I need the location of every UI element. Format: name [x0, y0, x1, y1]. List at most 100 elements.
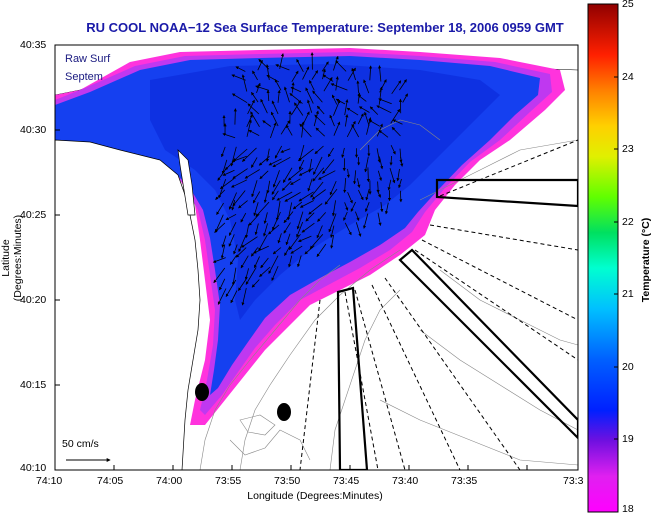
x-tick-label: 73:55: [215, 475, 242, 487]
current-vector-arrow: [285, 124, 293, 136]
current-vector-arrow: [351, 124, 360, 138]
map-title: RU COOL NOAA−12 Sea Surface Temperature:…: [86, 20, 564, 35]
current-vector-arrow: [251, 180, 258, 198]
current-vector-arrow: [310, 181, 324, 198]
y-tick-label: 40:15: [20, 379, 47, 391]
current-vector-arrow: [231, 179, 248, 188]
transect-dashed-lines: [299, 139, 578, 470]
current-vector-arrow: [241, 74, 248, 92]
current-vector-arrow: [298, 191, 314, 202]
current-vector-arrow: [254, 223, 259, 236]
current-vector-arrow: [324, 188, 338, 205]
current-vector-arrow: [356, 80, 360, 93]
current-vector-arrow: [357, 92, 361, 104]
current-vector-arrow: [275, 64, 290, 71]
current-vector-arrow: [272, 190, 279, 201]
current-vector-arrow: [350, 201, 356, 212]
current-vector-arrow: [335, 60, 347, 72]
current-vector-arrow: [357, 94, 367, 102]
current-vector-arrow: [316, 105, 325, 115]
colorbar-tick-label: 20: [622, 361, 634, 373]
current-vector-arrow: [311, 70, 319, 80]
x-tick-label: 73:35: [451, 475, 478, 487]
current-vector-arrow: [251, 91, 259, 103]
current-vector-arrow: [347, 192, 353, 204]
current-vector-arrow: [235, 247, 247, 258]
current-vector-arrow: [353, 170, 357, 185]
current-vector-arrow: [220, 244, 226, 259]
colorbar-tick-label: 18: [622, 503, 634, 515]
current-vector-arrow: [271, 100, 279, 115]
current-vector-arrow: [376, 148, 381, 163]
scale-label: 50 cm/s: [62, 438, 99, 450]
current-vector-arrow: [376, 189, 381, 198]
current-vector-arrow: [369, 106, 379, 115]
current-vector-arrow: [358, 189, 364, 201]
current-vector-arrow: [316, 225, 323, 239]
current-vector-arrow: [318, 170, 336, 180]
current-vector-arrow: [400, 156, 404, 167]
current-vector-arrow: [266, 180, 271, 194]
current-vector-arrow: [376, 105, 392, 114]
current-vector-arrow: [365, 202, 370, 212]
current-vector-arrow: [254, 256, 260, 269]
current-vector-arrow: [280, 148, 291, 153]
x-tick-label: 73:50: [274, 475, 301, 487]
current-vector-arrow: [222, 133, 236, 139]
current-vector-arrow: [363, 79, 370, 94]
current-vector-arrow: [378, 86, 383, 105]
current-vector-arrow: [391, 80, 402, 95]
overlay-text-line1: Raw Surf: [65, 53, 111, 65]
current-vector-arrow: [217, 288, 227, 305]
current-vector-arrow: [228, 192, 237, 210]
current-vector-arrow: [274, 145, 283, 159]
current-vector-arrow: [322, 74, 334, 82]
current-vector-arrow: [240, 255, 249, 269]
current-vector-arrow: [251, 157, 258, 168]
current-vector-arrow: [267, 224, 280, 235]
land-sandy-hook: [177, 149, 196, 216]
current-vector-arrow: [222, 169, 235, 176]
current-vector-arrow: [289, 93, 303, 104]
current-vector-arrow: [268, 255, 279, 274]
colorbar-tick-label: 21: [622, 288, 634, 300]
current-vector-arrow: [270, 111, 279, 127]
y-tick-label: 40:30: [20, 124, 47, 136]
current-vector-arrow: [232, 190, 246, 207]
current-vector-arrow: [313, 156, 323, 175]
current-vector-arrow: [376, 181, 380, 194]
current-vector-arrow: [255, 201, 270, 217]
current-vector-arrow: [266, 89, 270, 102]
current-vector-arrow: [377, 170, 382, 182]
current-vector-arrow: [399, 79, 407, 91]
current-vector-arrow: [238, 235, 247, 253]
current-vector-arrow: [357, 113, 364, 125]
current-vector-arrow: [390, 145, 396, 155]
current-vector-arrow: [378, 65, 382, 82]
current-vector-arrow: [399, 190, 403, 203]
current-vector-arrow: [294, 102, 304, 116]
current-vector-arrow: [272, 211, 281, 231]
y-tick-label: 40:35: [20, 39, 47, 51]
current-vector-arrow: [241, 288, 247, 306]
current-vector-arrow: [247, 103, 260, 115]
current-vector-arrow: [305, 87, 314, 104]
current-vector-arrow: [231, 93, 248, 104]
current-vector-arrow: [259, 266, 271, 277]
current-vector-arrow: [301, 121, 305, 138]
current-vector-arrow: [290, 86, 302, 93]
current-vector-arrow: [290, 245, 303, 254]
current-vector-arrow: [368, 119, 380, 127]
current-vector-arrow: [308, 203, 323, 215]
current-vector-arrow: [260, 98, 268, 114]
colorbar-tick-label: 19: [622, 433, 634, 445]
current-vector-arrow: [368, 65, 373, 81]
current-vector-arrow: [290, 178, 301, 185]
current-vector-arrow: [390, 108, 401, 124]
bathymetry-contours: [199, 119, 578, 470]
overlay-text-line2: Septem: [65, 71, 103, 83]
current-vector-arrow: [230, 290, 238, 304]
current-vector-arrow: [255, 85, 270, 91]
current-vector-arrow: [253, 245, 269, 254]
